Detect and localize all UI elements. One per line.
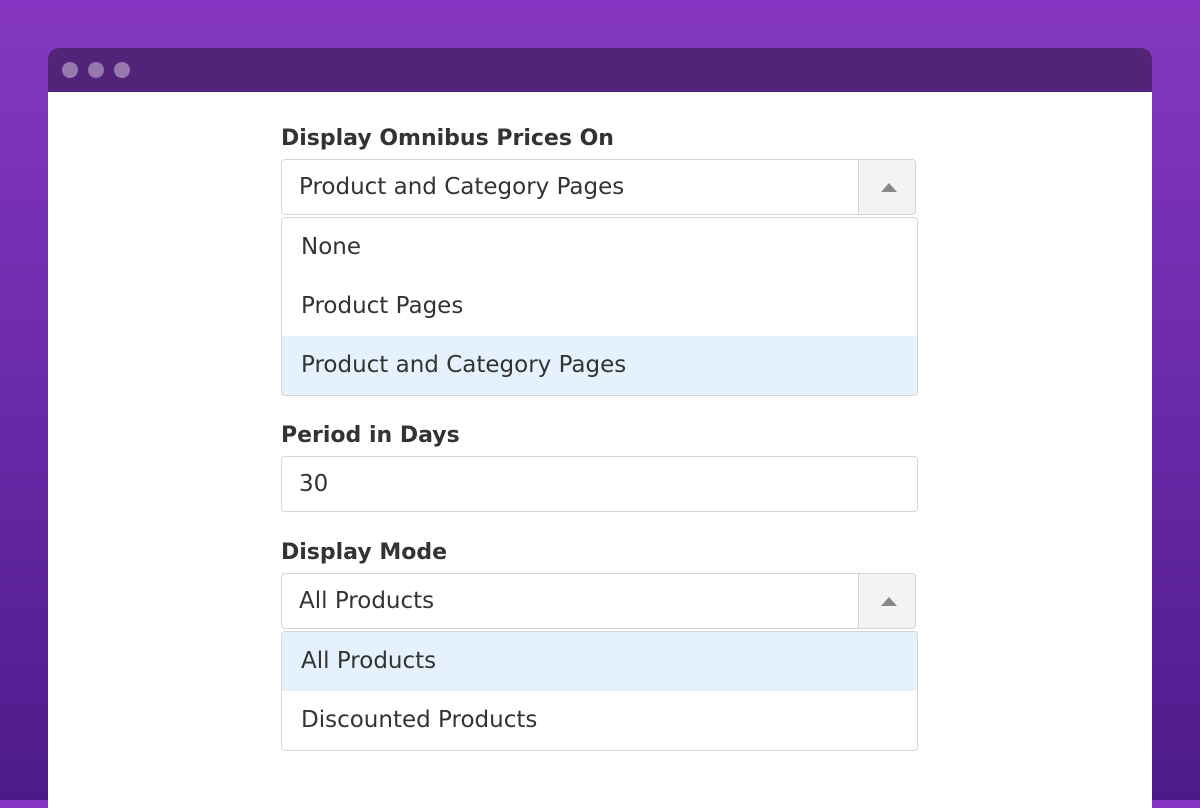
display-mode-label: Display Mode [281, 540, 448, 565]
omnibus-dropdown: None Product Pages Product and Category … [281, 217, 918, 396]
omnibus-option-product-pages[interactable]: Product Pages [301, 293, 464, 319]
app-window: Display Omnibus Prices On Product and Ca… [48, 48, 1152, 808]
display-mode-select-toggle[interactable] [858, 573, 916, 629]
window-maximize-dot[interactable] [114, 62, 130, 78]
window-close-dot[interactable] [62, 62, 78, 78]
omnibus-label: Display Omnibus Prices On [281, 126, 614, 151]
display-mode-option-all-products[interactable]: All Products [282, 632, 917, 691]
caret-up-icon [881, 597, 897, 606]
omnibus-select-toggle[interactable] [858, 159, 916, 215]
omnibus-option-none[interactable]: None [301, 234, 362, 260]
omnibus-select-value: Product and Category Pages [299, 174, 625, 200]
display-mode-dropdown: All Products Discounted Products [281, 631, 918, 751]
period-label: Period in Days [281, 423, 460, 448]
omnibus-select[interactable]: Product and Category Pages [281, 159, 916, 215]
period-input[interactable]: 30 [281, 456, 918, 512]
window-minimize-dot[interactable] [88, 62, 104, 78]
display-mode-select[interactable]: All Products [281, 573, 916, 629]
omnibus-option-product-category-pages[interactable]: Product and Category Pages [282, 336, 917, 395]
display-mode-select-value: All Products [299, 588, 435, 614]
title-bar [48, 48, 1152, 92]
caret-up-icon [881, 183, 897, 192]
display-mode-option-discounted-products[interactable]: Discounted Products [301, 707, 538, 733]
period-input-value: 30 [299, 471, 329, 497]
